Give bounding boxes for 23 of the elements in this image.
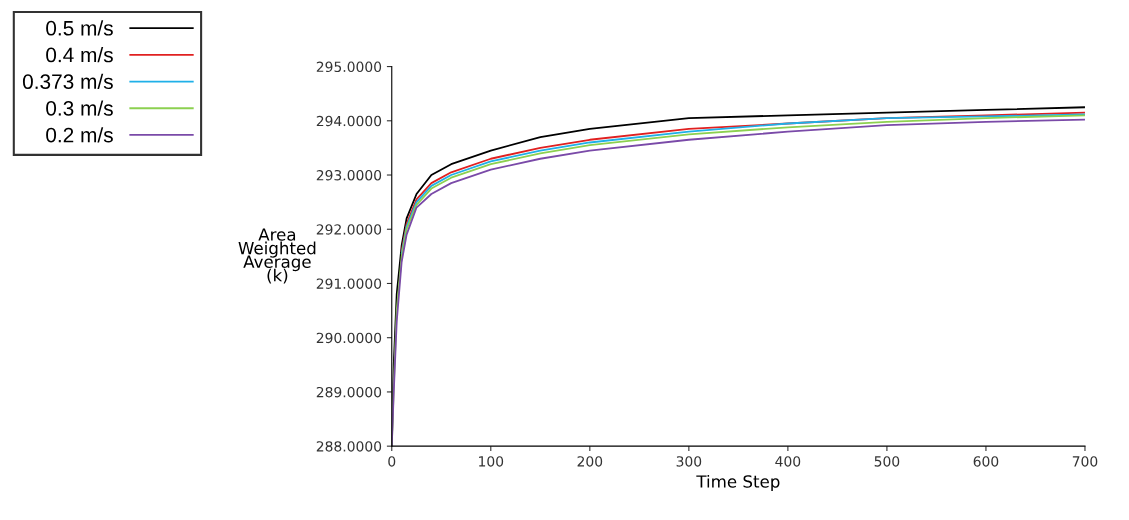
y-tick-label: 295.0000 — [316, 61, 382, 73]
y-tick-label: 289.0000 — [316, 386, 382, 398]
y-axis-title: Area Weighted Average (k) — [238, 228, 316, 284]
legend-label: 0.373 m/s — [22, 73, 113, 90]
x-tick-label: 400 — [775, 456, 801, 467]
x-tick-label: 600 — [973, 456, 999, 467]
y-tick-label: 293.0000 — [316, 169, 382, 181]
legend-label: 0.4 m/s — [46, 47, 113, 63]
y-tick-label: 294.0000 — [316, 115, 382, 127]
legend-label: 0.2 m/s — [46, 127, 113, 143]
y-tick-label: 288.0000 — [316, 441, 382, 452]
x-tick-label: 200 — [577, 456, 603, 467]
x-tick-label: 100 — [479, 456, 504, 467]
x-tick-label: 300 — [676, 456, 702, 467]
legend-label: 0.5 m/s — [46, 20, 113, 36]
x-tick-label: 0 — [388, 456, 396, 467]
x-axis-title: Time Step — [696, 474, 780, 492]
y-tick-label: 290.0000 — [316, 332, 382, 344]
y-tick-label: 291.0000 — [316, 278, 382, 289]
legend-label: 0.3 m/s — [46, 100, 113, 116]
x-tick-label: 700 — [1072, 456, 1098, 467]
x-tick-label: 500 — [874, 456, 900, 467]
y-tick-label: 292.0000 — [316, 224, 382, 235]
